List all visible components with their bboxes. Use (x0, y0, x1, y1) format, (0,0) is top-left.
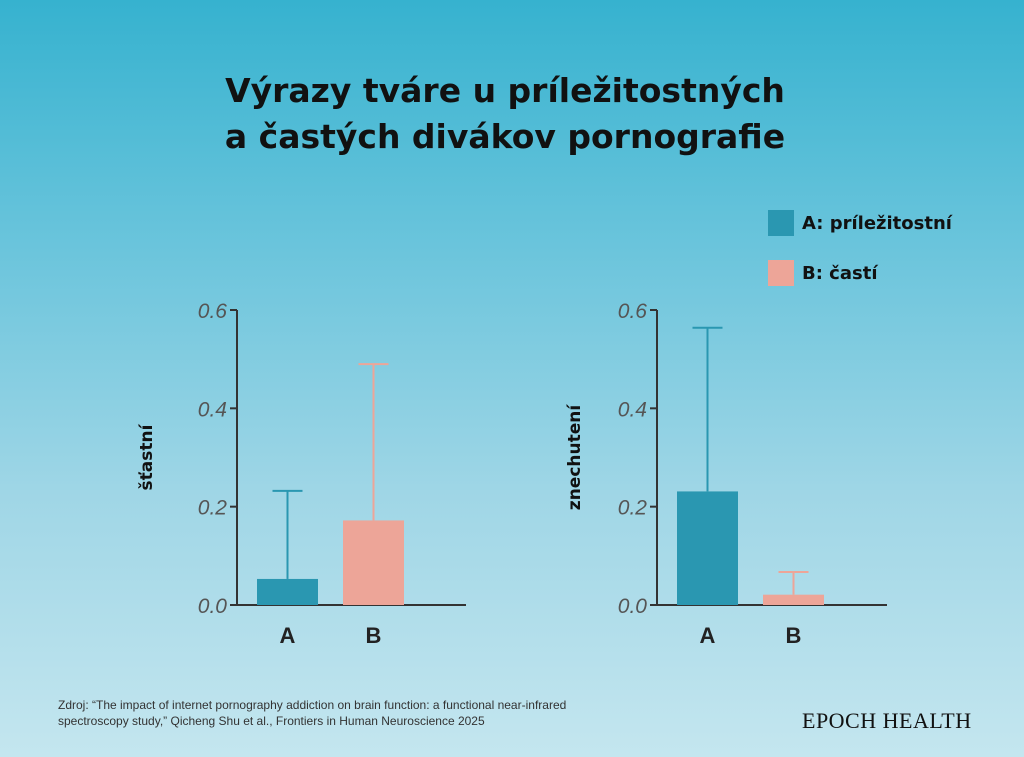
chart1-y-tick-label: 0.0 (198, 595, 228, 618)
chart2-y-tick-label: 0.6 (618, 300, 648, 323)
chart1-x-tick-label-A: A (280, 623, 296, 648)
chart1-bar-B (343, 520, 404, 605)
chart1-y-axis-label: šťastní (137, 423, 157, 490)
chart1-y-tick-label: 0.4 (198, 398, 227, 421)
brand-logo: EPOCH HEALTH (802, 708, 972, 734)
source-citation: Zdroj: “The impact of internet pornograp… (58, 697, 618, 729)
chart2-bar-A (677, 491, 738, 605)
chart2-y-axis-label: znechutení (565, 404, 585, 511)
chart2-y-tick-label: 0.2 (618, 497, 648, 520)
chart1-x-tick-label-B: B (366, 623, 382, 648)
chart2-x-tick-label-B: B (786, 623, 802, 648)
chart2-bar-B (763, 595, 824, 605)
chart1-y-tick-label: 0.2 (198, 497, 228, 520)
source-line-1: Zdroj: “The impact of internet pornograp… (58, 697, 618, 713)
chart2-y-tick-label: 0.0 (618, 595, 648, 618)
chart1-y-tick-label: 0.6 (198, 300, 228, 323)
source-line-2: spectroscopy study,” Qicheng Shu et al.,… (58, 713, 618, 729)
chart2-y-tick-label: 0.4 (618, 398, 647, 421)
chart2-x-tick-label-A: A (700, 623, 716, 648)
chart1-bar-A (257, 579, 318, 605)
